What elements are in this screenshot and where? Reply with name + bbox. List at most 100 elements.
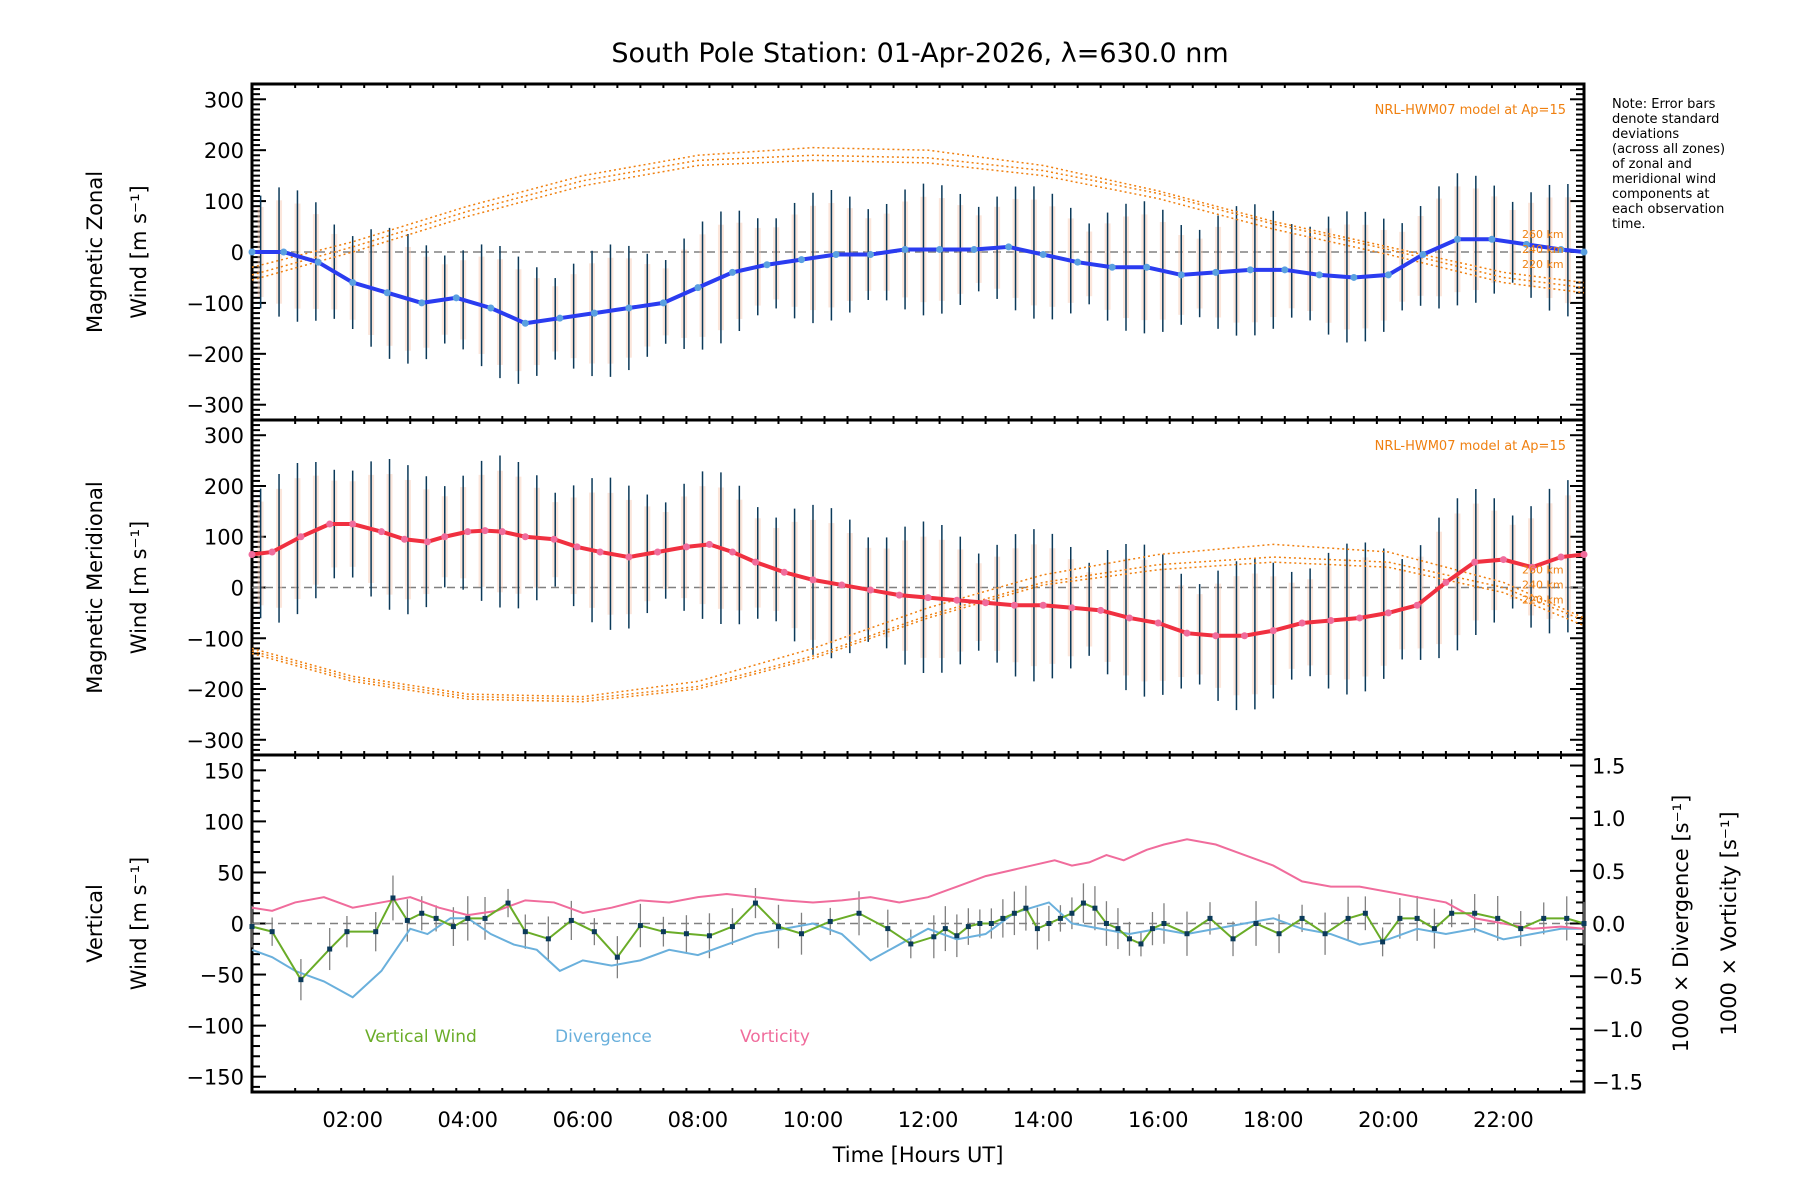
wind-point xyxy=(1453,235,1461,243)
y-tick-label: 200 xyxy=(204,139,244,163)
wind-point xyxy=(751,558,759,566)
vertical-wind-point xyxy=(1541,915,1547,921)
wind-point xyxy=(1010,601,1018,609)
vertical-panel: −150 −100 −50 0 50 100 150 Vertical Wind [m s⁻¹]… xyxy=(83,753,1741,1132)
y-tick-label: 0 xyxy=(231,241,244,265)
vertical-wind-point xyxy=(856,910,862,916)
wind-point xyxy=(1557,553,1565,561)
wind-point xyxy=(556,314,564,322)
vertical-wind-point xyxy=(798,931,804,937)
y2-vorticity-label: 1000 × Vorticity [s⁻¹] xyxy=(1717,811,1741,1035)
vertical-wind-point xyxy=(988,921,994,926)
y-tick-label: 0 xyxy=(231,577,244,601)
vertical-wind-point xyxy=(1230,936,1236,942)
vertical-wind-point xyxy=(954,933,960,939)
wind-point xyxy=(694,284,702,292)
y-axis-label: Magnetic Zonal xyxy=(83,171,107,333)
zonal-wind-line xyxy=(252,237,1585,326)
vertical-wind-point xyxy=(827,918,833,924)
vertical-wind-point xyxy=(545,936,551,942)
wind-point xyxy=(895,591,903,599)
x-tick-label: 08:00 xyxy=(668,1108,729,1132)
wind-point xyxy=(901,245,909,253)
y-tick-label: −200 xyxy=(186,678,244,702)
y-tick-label: 50 xyxy=(217,861,244,885)
vertical-wind-point xyxy=(637,923,643,929)
vertical-wind-point xyxy=(1115,926,1121,932)
wind-point xyxy=(1212,268,1220,276)
wind-point xyxy=(1557,245,1565,253)
wind-point xyxy=(1068,604,1076,612)
y-tick-label: 0 xyxy=(231,913,244,937)
vertical-wind-point xyxy=(965,924,971,930)
vertical-wind-point xyxy=(1080,900,1086,906)
wind-point xyxy=(1315,271,1323,279)
wind-point xyxy=(1471,558,1479,566)
vertical-wind-point xyxy=(1253,921,1259,926)
vertical-wind-point xyxy=(885,926,891,932)
wind-point xyxy=(1488,235,1496,243)
wind-point xyxy=(1327,616,1335,624)
wind-point xyxy=(590,309,598,317)
vertical-wind-point xyxy=(1449,910,1455,916)
wind-point xyxy=(383,289,391,297)
wind-point xyxy=(1212,632,1220,640)
y-tick-label: −100 xyxy=(186,1015,244,1039)
wind-point xyxy=(625,553,633,561)
note-line: components at xyxy=(1612,187,1710,202)
note-line: meridional wind xyxy=(1612,172,1716,187)
wind-point xyxy=(400,535,408,543)
wind-point xyxy=(838,581,846,589)
wind-point xyxy=(297,533,305,541)
legend-item: Divergence xyxy=(555,1027,652,1047)
y-tick-label: −300 xyxy=(186,394,244,418)
wind-point xyxy=(441,533,449,541)
vertical-wind-point xyxy=(683,931,689,937)
vertical-wind-point xyxy=(1000,915,1006,921)
y-axis-label: Wind [m s⁻¹] xyxy=(127,521,151,654)
vertical-wind-point xyxy=(327,946,333,952)
vertical-wind-point xyxy=(1126,936,1132,942)
vertical-wind-point xyxy=(1034,926,1040,932)
wind-point xyxy=(1154,619,1162,627)
wind-point xyxy=(423,538,431,546)
wind-point xyxy=(982,599,990,607)
note-line: deviations xyxy=(1612,127,1679,142)
vertical-wind-point xyxy=(1345,915,1351,921)
wind-point xyxy=(1522,240,1530,248)
y-tick-label: 100 xyxy=(204,190,244,214)
y-tick-label: −300 xyxy=(186,729,244,753)
wind-point xyxy=(1384,609,1392,617)
meridional-panel: −300 −200 −100 0 100 200 300 Magnetic Meridiona… xyxy=(83,418,1588,757)
vertical-wind-point xyxy=(1581,921,1587,926)
y-tick-label: −200 xyxy=(186,343,244,367)
wind-point xyxy=(1499,556,1507,564)
wind-point xyxy=(550,535,558,543)
note-line: Note: Error bars xyxy=(1612,97,1716,112)
model-label: NRL-HWM07 model at Ap=15 xyxy=(1375,439,1566,454)
wind-point xyxy=(1442,578,1450,586)
model-curve xyxy=(251,159,1585,294)
wind-point xyxy=(1241,632,1249,640)
model-curve xyxy=(251,561,1585,703)
vertical-wind-point xyxy=(1322,931,1328,937)
y-tick-label: 200 xyxy=(204,475,244,499)
vertical-wind-line xyxy=(251,895,1585,982)
wind-point xyxy=(418,299,426,307)
y-tick-label: −150 xyxy=(186,1066,244,1090)
wind-point xyxy=(1413,601,1421,609)
wind-point xyxy=(728,548,736,556)
wind-point xyxy=(809,576,817,584)
wind-point xyxy=(705,540,713,548)
x-tick-label: 04:00 xyxy=(438,1108,499,1132)
vertical-wind-point xyxy=(1414,915,1420,921)
wind-point xyxy=(1350,273,1358,281)
vertical-wind-point xyxy=(591,929,597,935)
wind-point xyxy=(314,258,322,266)
vertical-wind-point xyxy=(1184,931,1190,937)
x-axis-label: Time [Hours UT] xyxy=(832,1143,1004,1167)
vertical-wind-point xyxy=(908,941,914,947)
wind-point xyxy=(1281,266,1289,274)
